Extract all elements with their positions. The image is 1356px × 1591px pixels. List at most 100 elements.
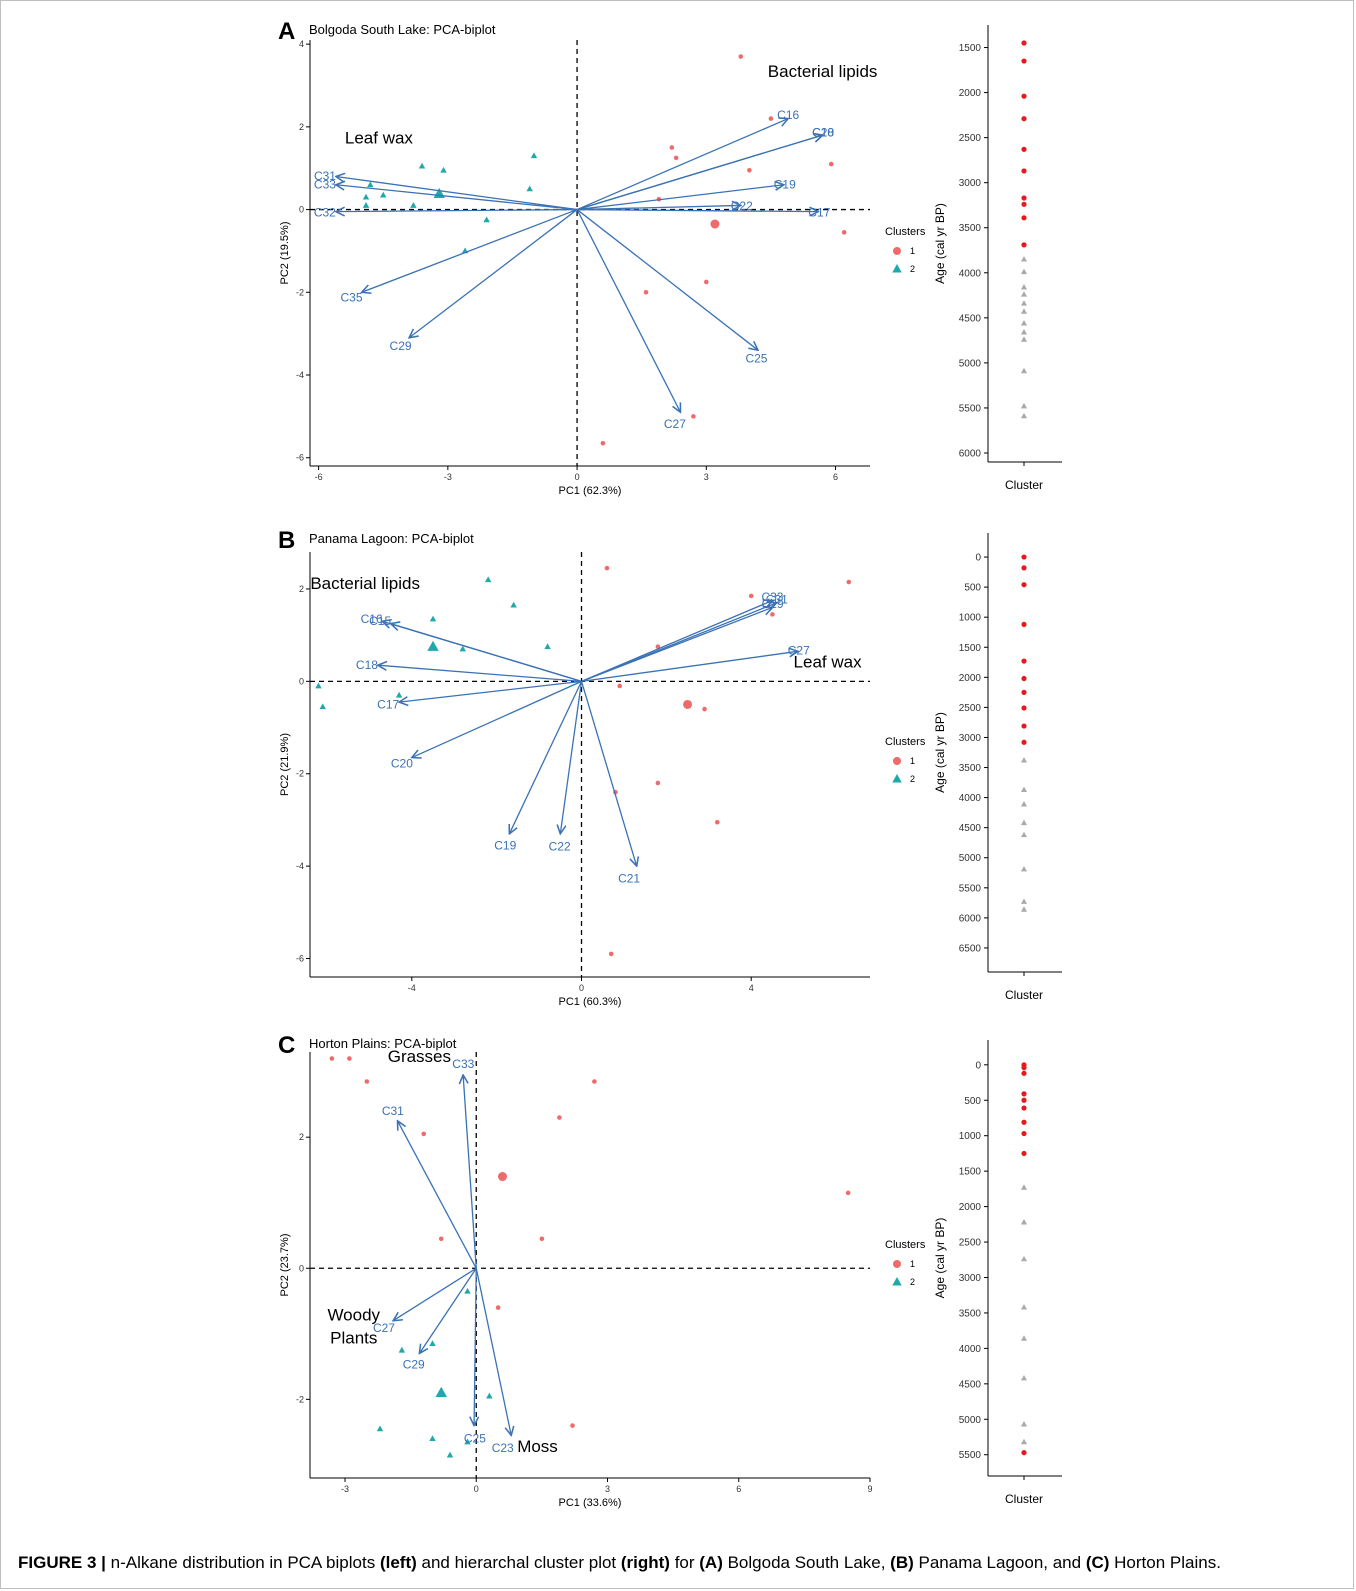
loading-label: C17 <box>377 697 399 711</box>
cluster1-point <box>738 54 744 59</box>
loading-arrow-C15 <box>391 624 582 682</box>
cluster2-point <box>526 185 533 192</box>
age-y-tick-label: 5000 <box>959 853 982 864</box>
loading-arrow-C27 <box>576 209 680 413</box>
age-cluster1-point <box>1021 168 1027 174</box>
cluster1-point <box>714 819 720 825</box>
cluster1-point <box>704 279 709 285</box>
loading-label: C18 <box>812 126 834 140</box>
loading-arrow-C29 <box>419 1267 477 1353</box>
caption-part: and hierarchal cluster plot <box>416 1553 621 1572</box>
age-y-tick-label: 5500 <box>959 403 982 414</box>
cluster1-point <box>364 1079 370 1084</box>
cluster1-point <box>846 579 852 585</box>
y-tick-label: 0 <box>299 676 304 686</box>
legend-cluster1-symbol <box>893 1260 901 1268</box>
cluster2-point <box>530 152 538 159</box>
age-cluster2-point <box>1020 284 1028 290</box>
age-cluster1-point <box>1021 582 1027 588</box>
age-cluster1-point <box>1021 1065 1027 1071</box>
age-cluster1-point <box>1021 1130 1027 1137</box>
age-y-tick-label: 4000 <box>959 1344 982 1355</box>
cluster1-point <box>557 1115 562 1120</box>
panel-letter: C <box>278 1032 295 1059</box>
age-y-tick-label: 4000 <box>959 268 982 279</box>
x-axis-label: PC1 (33.6%) <box>559 1497 622 1509</box>
group-label: Moss <box>517 1437 558 1456</box>
caption-part: Horton Plains. <box>1109 1553 1221 1572</box>
y-tick-label: -4 <box>296 861 304 871</box>
cluster1-point <box>828 161 834 167</box>
group-label: Leaf wax <box>794 652 863 671</box>
age-cluster1-point <box>1021 116 1027 122</box>
loading-label: C25 <box>745 352 767 366</box>
x-tick-label: 0 <box>474 1484 479 1494</box>
loading-label: C17 <box>808 206 830 220</box>
panel-A: A Bolgoda South Lake: PCA-biplot -6 -3 0 3 6 -6… <box>278 18 1062 497</box>
cluster2-point <box>459 645 466 652</box>
x-tick-label: -6 <box>315 472 323 482</box>
age-cluster1-point <box>1021 40 1027 46</box>
age-cluster2-point <box>1020 367 1028 374</box>
loading-arrow-C18 <box>378 665 582 682</box>
age-cluster1-point <box>1021 215 1027 221</box>
age-cluster1-point <box>1021 1105 1027 1111</box>
loading-label: C25 <box>464 1432 486 1446</box>
loading-label: C33 <box>452 1057 474 1071</box>
legend-cluster1-label: 1 <box>910 1259 915 1269</box>
cluster1-point <box>655 780 661 786</box>
x-tick-label: 9 <box>867 1484 872 1494</box>
age-y-tick-label: 3000 <box>959 178 982 189</box>
caption-part: (B) <box>890 1553 914 1572</box>
age-cluster1-point <box>1021 1450 1027 1456</box>
caption-part: for <box>669 1553 700 1572</box>
y-tick-label: 2 <box>299 122 304 132</box>
age-y-tick-label: 3000 <box>959 1273 982 1284</box>
chart-title: Horton Plains: PCA-biplot <box>309 1036 457 1051</box>
age-cluster2-point <box>1020 1184 1028 1190</box>
age-cluster2-point <box>1020 402 1028 409</box>
age-cluster2-point <box>1020 256 1028 262</box>
cluster2-point <box>367 181 374 188</box>
loading-label: C29 <box>762 597 784 611</box>
cluster1-point <box>841 230 847 235</box>
legend-cluster1-label: 1 <box>910 246 915 256</box>
age-cluster2-point <box>1020 329 1028 335</box>
caption-part: (C) <box>1085 1553 1110 1572</box>
x-tick-label: 4 <box>749 983 754 993</box>
x-tick-label: 6 <box>833 472 838 482</box>
cluster2-point <box>464 1287 471 1294</box>
age-y-tick-label: 1500 <box>959 643 982 654</box>
loading-label: C27 <box>664 417 686 431</box>
cluster2-point <box>510 601 517 608</box>
cluster2-point <box>315 682 322 689</box>
legend-cluster2-symbol <box>892 1277 902 1286</box>
loading-label: C15 <box>369 614 391 628</box>
age-y-tick-label: 2500 <box>959 133 982 144</box>
loading-label: C31 <box>766 592 788 606</box>
legend-title: Clusters <box>885 1239 926 1251</box>
cluster2-point <box>486 1392 493 1399</box>
panel-letter: B <box>278 527 295 554</box>
age-y-tick-label: 2000 <box>959 88 982 99</box>
age-cluster2-point <box>1020 308 1028 314</box>
age-cluster2-point <box>1020 268 1028 275</box>
caption-figure-label: FIGURE 3 | <box>18 1553 106 1572</box>
age-cluster1-point <box>1021 146 1027 152</box>
loading-arrow-C25 <box>474 1268 476 1425</box>
age-cluster2-point <box>1020 801 1028 807</box>
cluster2-point <box>380 191 387 198</box>
loading-label: C18 <box>356 658 378 672</box>
cluster1-point <box>604 565 610 571</box>
age-y-tick-label: 500 <box>964 1096 981 1107</box>
x-tick-label: 3 <box>605 1484 610 1494</box>
loading-arrow-C20 <box>412 680 582 757</box>
group-label: Plants <box>330 1329 377 1348</box>
age-x-axis-label: Cluster <box>1005 1492 1043 1506</box>
loading-arrow-C29 <box>409 209 578 338</box>
group-label: Leaf wax <box>345 128 414 147</box>
loading-arrow-C18 <box>576 135 823 211</box>
cluster1-point <box>421 1131 427 1137</box>
cluster2-centroid <box>435 1386 447 1397</box>
age-cluster2-point <box>1020 865 1028 872</box>
